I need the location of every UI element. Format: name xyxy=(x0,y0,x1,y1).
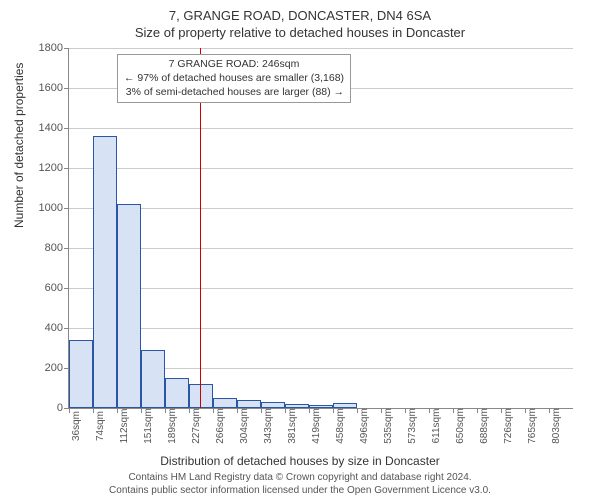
y-axis-label: Number of detached properties xyxy=(12,63,26,228)
gridline xyxy=(69,128,573,129)
chart-title-sub: Size of property relative to detached ho… xyxy=(0,23,600,40)
histogram-bar xyxy=(261,402,285,408)
y-tick-label: 1000 xyxy=(39,202,69,214)
gridline xyxy=(69,288,573,289)
x-tick-label: 611sqm xyxy=(425,409,442,444)
x-tick-label: 803sqm xyxy=(545,408,562,444)
y-tick-label: 1800 xyxy=(39,42,69,54)
callout-line: 7 GRANGE ROAD: 246sqm xyxy=(124,57,344,71)
x-tick-label: 266sqm xyxy=(209,408,226,444)
x-tick-label: 112sqm xyxy=(113,409,130,444)
x-tick-label: 343sqm xyxy=(257,408,274,444)
y-tick-label: 1600 xyxy=(39,82,69,94)
x-axis-label: Distribution of detached houses by size … xyxy=(0,454,600,468)
x-tick-label: 650sqm xyxy=(449,408,466,444)
x-tick-label: 381sqm xyxy=(281,408,298,444)
chart-title-main: 7, GRANGE ROAD, DONCASTER, DN4 6SA xyxy=(0,0,600,23)
histogram-chart: 02004006008001000120014001600180036sqm74… xyxy=(68,48,573,409)
histogram-bar xyxy=(69,340,93,408)
x-tick-label: 419sqm xyxy=(305,408,322,444)
y-tick-label: 400 xyxy=(45,322,69,334)
x-tick-label: 726sqm xyxy=(497,408,514,444)
gridline xyxy=(69,248,573,249)
y-tick-label: 600 xyxy=(45,282,69,294)
x-tick-label: 535sqm xyxy=(377,408,394,444)
x-tick-label: 458sqm xyxy=(329,408,346,444)
gridline xyxy=(69,168,573,169)
y-tick-label: 1400 xyxy=(39,122,69,134)
x-tick-label: 151sqm xyxy=(137,408,154,444)
x-tick-label: 74sqm xyxy=(89,411,106,441)
y-tick-label: 1200 xyxy=(39,162,69,174)
y-tick-label: 800 xyxy=(45,242,69,254)
x-tick-label: 189sqm xyxy=(161,408,178,444)
attribution-line-1: Contains HM Land Registry data © Crown c… xyxy=(128,472,471,483)
gridline xyxy=(69,328,573,329)
gridline xyxy=(69,48,573,49)
x-tick-label: 227sqm xyxy=(185,408,202,444)
histogram-bar xyxy=(93,136,117,408)
histogram-bar xyxy=(141,350,165,408)
histogram-bar xyxy=(237,400,261,408)
attribution-line-2: Contains public sector information licen… xyxy=(109,485,491,496)
histogram-bar xyxy=(165,378,189,408)
x-tick-label: 304sqm xyxy=(233,408,250,444)
callout-line: 3% of semi-detached houses are larger (8… xyxy=(124,85,344,99)
callout-line: ← 97% of detached houses are smaller (3,… xyxy=(124,71,344,85)
x-tick-label: 573sqm xyxy=(401,408,418,444)
y-tick-label: 200 xyxy=(45,362,69,374)
histogram-bar xyxy=(117,204,141,408)
x-tick-label: 496sqm xyxy=(353,408,370,444)
x-tick-label: 688sqm xyxy=(473,408,490,444)
x-tick-label: 36sqm xyxy=(65,411,82,441)
gridline xyxy=(69,208,573,209)
histogram-bar xyxy=(213,398,237,408)
attribution-text: Contains HM Land Registry data © Crown c… xyxy=(0,472,600,497)
marker-callout: 7 GRANGE ROAD: 246sqm← 97% of detached h… xyxy=(117,54,351,103)
x-tick-label: 765sqm xyxy=(521,408,538,444)
